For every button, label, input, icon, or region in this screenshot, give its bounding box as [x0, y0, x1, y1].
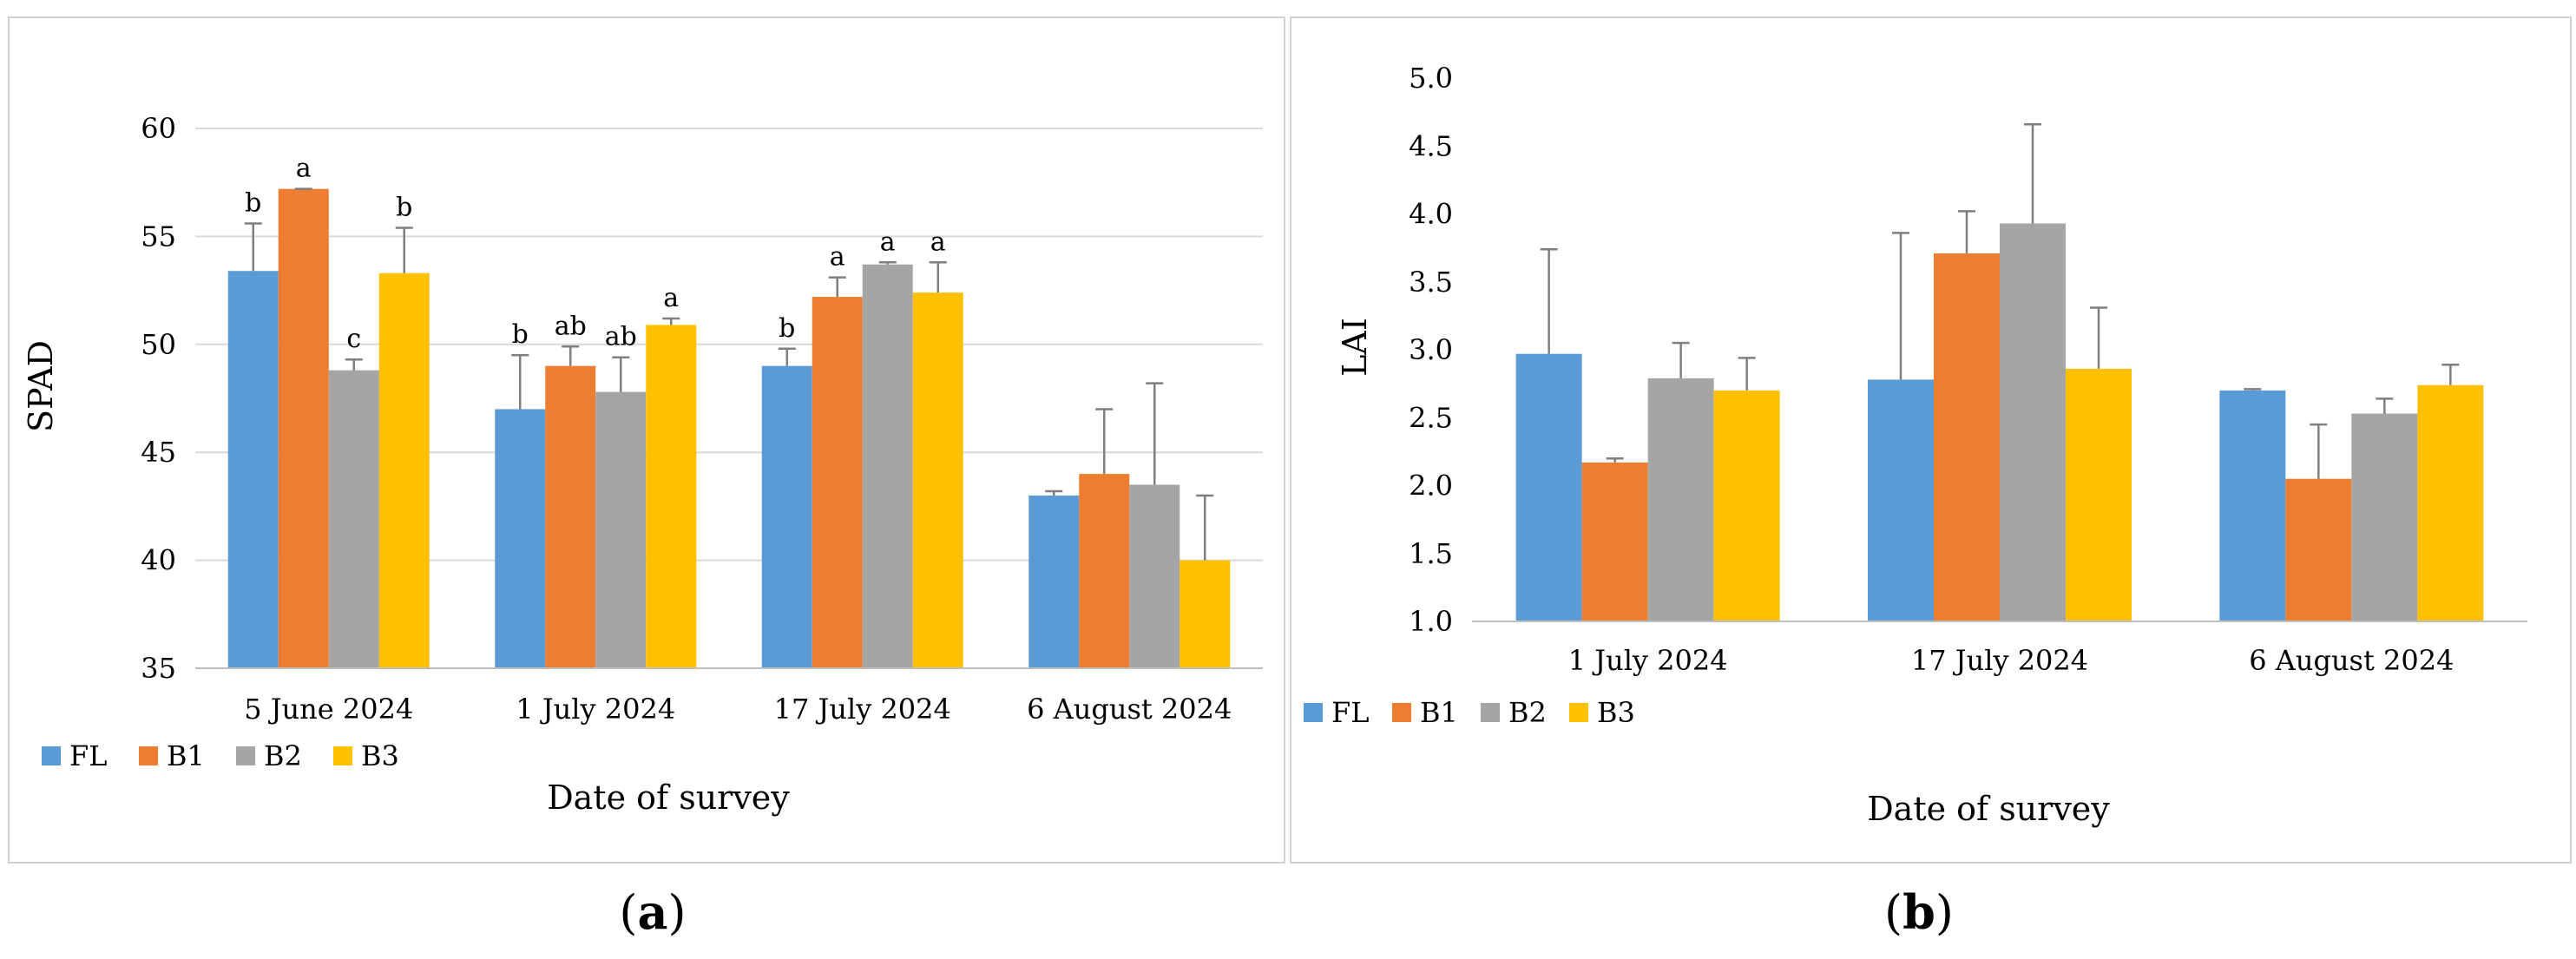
significance-label: b	[245, 187, 261, 218]
x-tick-label: 6 August 2024	[1027, 693, 1232, 726]
legend-label-b1: B1	[1420, 696, 1458, 729]
y-tick-label: 60	[141, 112, 176, 145]
significance-label: ab	[555, 311, 587, 341]
bar-b2	[2351, 413, 2418, 621]
bar-b1	[545, 365, 596, 668]
significance-label: b	[779, 313, 795, 344]
y-axis-title: LAI	[1336, 318, 1374, 377]
legend-label-fl: FL	[69, 739, 107, 772]
y-tick-label: 4.5	[1409, 129, 1453, 162]
legend-label-b3: B3	[361, 739, 399, 772]
legend-label-b3: B3	[1597, 696, 1635, 729]
significance-label: b	[512, 319, 529, 350]
legend: FL B1 B2 B3	[42, 739, 399, 772]
x-tick-label: 1 July 2024	[1568, 644, 1728, 677]
y-tick-label: 2.0	[1409, 470, 1453, 502]
bar-b2	[862, 264, 913, 668]
bar-b3	[646, 325, 697, 668]
bar-fl	[1868, 379, 1934, 621]
legend-swatch-fl	[42, 746, 61, 765]
bar-b2	[1129, 484, 1180, 668]
legend-label-fl: FL	[1331, 696, 1369, 729]
significance-label: b	[396, 192, 412, 222]
bar-b1	[278, 188, 329, 668]
bar-b3	[2417, 384, 2484, 621]
bar-fl	[761, 365, 812, 668]
y-tick-label: 3.0	[1409, 333, 1453, 366]
y-axis-title: SPAD	[22, 340, 60, 432]
bar-b2	[1647, 378, 1714, 621]
lai-chart: 1.0 1.5 2.0 2.5 3.0 3.5 4.0 4.5 5.0 1 July 2024 1…	[1290, 16, 2572, 864]
y-tick-label: 35	[141, 652, 176, 685]
x-tick-label: 5 June 2024	[244, 693, 413, 726]
y-tick-label: 4.0	[1409, 198, 1453, 231]
bar-b2	[595, 391, 647, 668]
bar-b1	[2285, 478, 2352, 621]
x-tick-label: 1 July 2024	[516, 693, 675, 726]
x-axis-title: Date of survey	[1867, 790, 2110, 828]
bar-b3	[2066, 368, 2132, 621]
legend-swatch-b2	[236, 746, 255, 765]
legend-label-b1: B1	[167, 739, 205, 772]
significance-label: a	[663, 283, 679, 313]
legend-label-b2: B2	[264, 739, 302, 772]
y-tick-label: 5.0	[1409, 62, 1453, 95]
bar-b3	[1713, 390, 1780, 621]
legend-label-b2: B2	[1508, 696, 1547, 729]
bar-b1	[1079, 474, 1130, 668]
x-tick-label: 17 July 2024	[774, 693, 951, 726]
legend-swatch-b2	[1481, 703, 1500, 722]
bar-b3	[912, 292, 963, 668]
legend-swatch-b3	[1569, 703, 1588, 722]
legend-swatch-b1	[1392, 703, 1411, 722]
y-tick-label: 1.5	[1409, 537, 1453, 570]
bar-fl	[1515, 353, 1582, 621]
significance-label: a	[296, 154, 312, 184]
legend-swatch-b3	[333, 746, 352, 765]
y-tick-label: 45	[141, 436, 176, 469]
y-tick-label: 1.0	[1409, 605, 1453, 638]
significance-label: a	[930, 227, 946, 257]
bar-b3	[378, 273, 430, 668]
bar-b1	[812, 297, 863, 668]
bar-fl	[227, 271, 279, 668]
panel-a: b a c b b ab ab a b a a a 35 40 45 50 55 60 5 June 2024 1…	[8, 16, 1285, 864]
significance-label: a	[830, 242, 845, 273]
bar-b1	[1934, 253, 2000, 621]
bar-fl	[495, 409, 546, 668]
bar-b3	[1180, 560, 1231, 668]
significance-label: a	[880, 227, 896, 257]
bar-b2	[328, 370, 379, 668]
legend-swatch-fl	[1304, 703, 1323, 722]
y-tick-label: 2.5	[1409, 401, 1453, 434]
y-tick-label: 55	[141, 220, 176, 253]
legend: FL B1 B2 B3	[1304, 696, 1635, 729]
bar-fl	[2219, 390, 2286, 621]
y-tick-label: 3.5	[1409, 266, 1453, 299]
panel-b: 1.0 1.5 2.0 2.5 3.0 3.5 4.0 4.5 5.0 1 July 2024 1…	[1288, 0, 2576, 959]
x-tick-label: 6 August 2024	[2249, 644, 2454, 677]
bar-b1	[1581, 462, 1648, 621]
x-tick-label: 17 July 2024	[1911, 644, 2088, 677]
legend-swatch-b1	[139, 746, 158, 765]
bar-b2	[2000, 223, 2066, 621]
significance-label: c	[346, 324, 361, 354]
y-tick-label: 40	[141, 544, 176, 577]
bar-fl	[1028, 495, 1080, 668]
y-tick-label: 50	[141, 328, 176, 361]
x-axis-title: Date of survey	[547, 778, 790, 817]
significance-label: ab	[605, 322, 637, 352]
